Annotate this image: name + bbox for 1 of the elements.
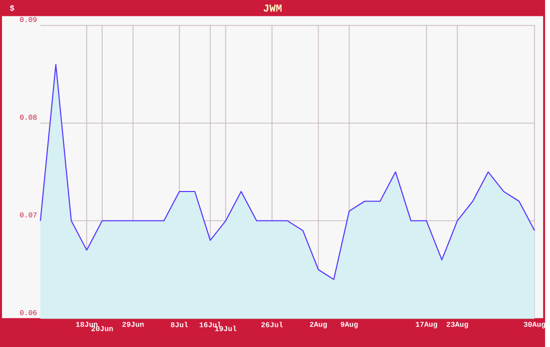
chart-title: JWM xyxy=(264,4,282,12)
